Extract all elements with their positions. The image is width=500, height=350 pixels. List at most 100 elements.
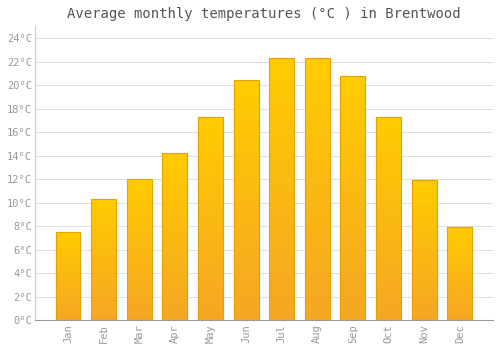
Bar: [448, 257, 472, 259]
Bar: [162, 156, 188, 160]
Bar: [234, 248, 258, 253]
Bar: [305, 215, 330, 220]
Bar: [162, 314, 188, 317]
Bar: [376, 198, 401, 202]
Bar: [448, 316, 472, 318]
Bar: [56, 244, 80, 246]
Bar: [269, 273, 294, 278]
Bar: [269, 189, 294, 194]
Bar: [56, 302, 80, 304]
Bar: [162, 197, 188, 200]
Bar: [340, 257, 365, 261]
Bar: [412, 315, 436, 317]
Bar: [412, 281, 436, 284]
Bar: [162, 160, 188, 163]
Bar: [376, 308, 401, 312]
Bar: [340, 174, 365, 178]
Bar: [448, 253, 472, 255]
Bar: [234, 243, 258, 248]
Bar: [162, 187, 188, 190]
Bar: [162, 250, 188, 253]
Bar: [305, 84, 330, 90]
Bar: [448, 278, 472, 279]
Bar: [448, 237, 472, 238]
Bar: [91, 204, 116, 206]
Bar: [340, 291, 365, 296]
Bar: [269, 116, 294, 121]
Bar: [56, 304, 80, 306]
Bar: [376, 133, 401, 137]
Bar: [269, 126, 294, 131]
Bar: [340, 310, 365, 315]
Bar: [56, 315, 80, 317]
Bar: [269, 58, 294, 320]
Bar: [162, 167, 188, 170]
Bar: [412, 317, 436, 320]
Bar: [448, 294, 472, 296]
Bar: [448, 231, 472, 233]
Bar: [269, 79, 294, 84]
Bar: [162, 287, 188, 290]
Bar: [162, 200, 188, 203]
Bar: [91, 262, 116, 265]
Bar: [376, 149, 401, 153]
Bar: [198, 288, 223, 292]
Bar: [127, 236, 152, 238]
Bar: [127, 281, 152, 284]
Bar: [340, 159, 365, 164]
Bar: [91, 250, 116, 252]
Bar: [198, 247, 223, 251]
Bar: [412, 289, 436, 292]
Bar: [162, 177, 188, 180]
Bar: [162, 280, 188, 284]
Bar: [198, 210, 223, 215]
Bar: [269, 184, 294, 189]
Bar: [56, 294, 80, 295]
Bar: [269, 310, 294, 315]
Bar: [376, 231, 401, 235]
Bar: [162, 284, 188, 287]
Bar: [412, 180, 436, 183]
Bar: [91, 252, 116, 255]
Bar: [234, 205, 258, 210]
Bar: [269, 262, 294, 268]
Bar: [162, 264, 188, 267]
Bar: [412, 301, 436, 303]
Bar: [412, 233, 436, 236]
Bar: [91, 260, 116, 262]
Bar: [305, 289, 330, 294]
Bar: [448, 302, 472, 303]
Bar: [234, 104, 258, 109]
Bar: [56, 318, 80, 320]
Bar: [162, 270, 188, 273]
Bar: [56, 308, 80, 309]
Bar: [340, 198, 365, 203]
Bar: [412, 239, 436, 242]
Bar: [162, 240, 188, 243]
Bar: [412, 287, 436, 289]
Bar: [162, 307, 188, 310]
Bar: [198, 198, 223, 202]
Bar: [340, 95, 365, 100]
Bar: [234, 306, 258, 310]
Bar: [91, 245, 116, 247]
Bar: [340, 110, 365, 115]
Bar: [162, 310, 188, 314]
Bar: [91, 279, 116, 281]
Bar: [91, 276, 116, 279]
Bar: [198, 161, 223, 166]
Bar: [127, 278, 152, 281]
Bar: [91, 310, 116, 313]
Bar: [376, 226, 401, 231]
Bar: [269, 111, 294, 116]
Bar: [127, 252, 152, 255]
Bar: [305, 184, 330, 189]
Bar: [340, 247, 365, 252]
Bar: [91, 303, 116, 306]
Bar: [448, 238, 472, 240]
Bar: [127, 185, 152, 188]
Bar: [56, 241, 80, 243]
Bar: [56, 292, 80, 294]
Bar: [340, 237, 365, 242]
Bar: [376, 279, 401, 284]
